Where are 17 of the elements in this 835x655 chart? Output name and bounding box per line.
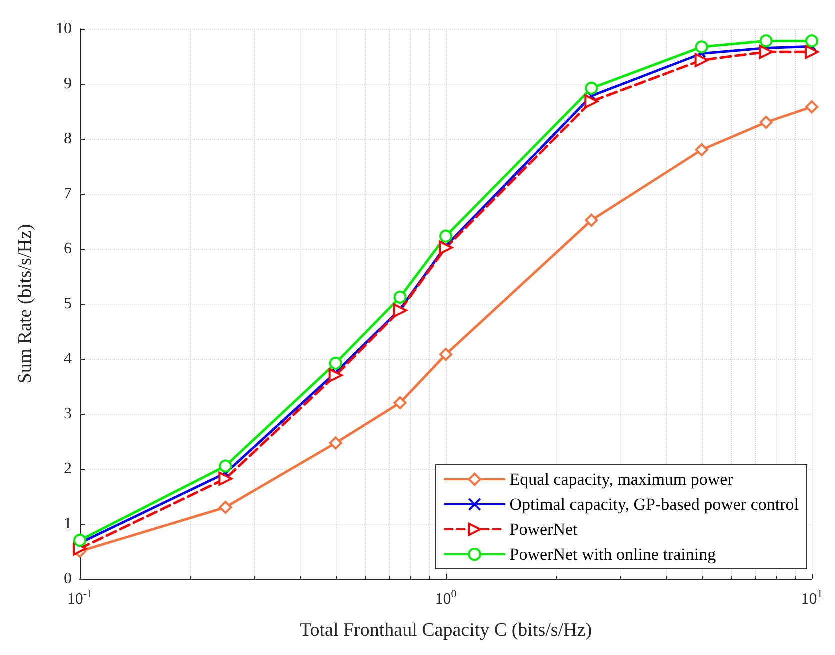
y-tick-label: 0 [64, 570, 72, 588]
y-tick-label: 5 [64, 296, 72, 312]
y-tick-label: 7 [64, 186, 72, 202]
y-axis-title: Sum Rate (bits/s/Hz) [15, 224, 36, 384]
y-tick-label: 4 [64, 350, 72, 368]
y-tick-label: 2 [64, 460, 72, 478]
legend-label: Equal capacity, maximum power [510, 470, 734, 489]
y-tick-label: 3 [64, 406, 72, 422]
y-tick-label: 6 [64, 240, 72, 258]
legend-label: PowerNet [510, 520, 578, 539]
y-tick-label: 9 [64, 76, 72, 92]
y-tick-label: 1 [64, 516, 72, 532]
y-tick-label: 10 [56, 20, 72, 38]
legend-label: PowerNet with online training [510, 545, 717, 564]
x-axis-title: Total Fronthaul Capacity C (bits/s/Hz) [300, 620, 592, 641]
legend-label: Optimal capacity, GP-based power control [510, 495, 800, 514]
y-tick-label: 8 [64, 130, 72, 148]
